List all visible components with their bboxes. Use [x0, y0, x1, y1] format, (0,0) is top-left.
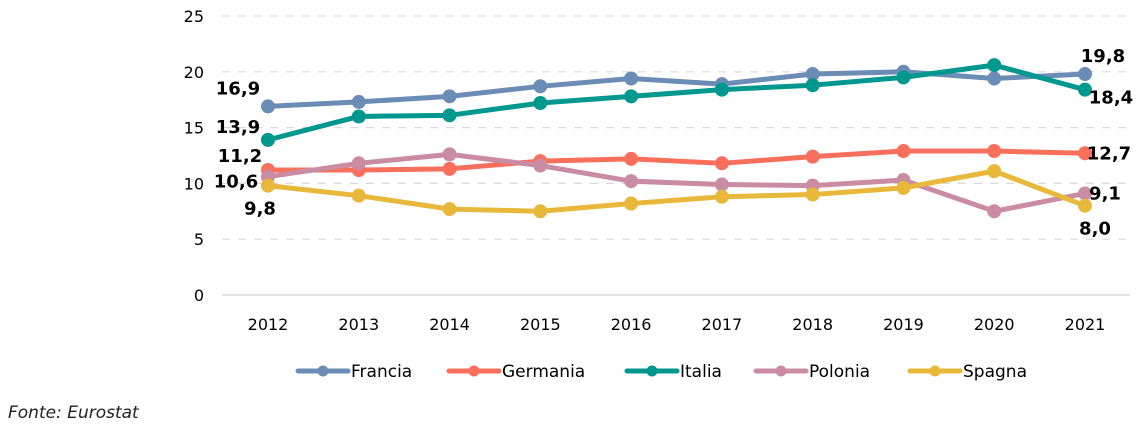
y-tick-label: 15 [184, 119, 204, 138]
legend-label: Polonia [809, 362, 870, 382]
legend-label: Italia [680, 362, 722, 382]
data-point [261, 178, 275, 193]
data-point [351, 156, 366, 171]
data-point [896, 144, 911, 159]
data-label: 19,8 [1081, 46, 1125, 67]
legend-marker [775, 365, 787, 377]
data-point [533, 204, 548, 219]
data-point [351, 94, 366, 109]
legend-item: Italia [624, 362, 722, 382]
series-francia [261, 64, 1092, 114]
data-point [1078, 82, 1092, 97]
data-label: 9,8 [244, 199, 276, 220]
data-point [261, 99, 275, 114]
data-point [624, 196, 639, 211]
series-italia [261, 58, 1092, 147]
x-tick-label: 2018 [792, 315, 833, 334]
series-line [267, 62, 1086, 143]
data-point [987, 71, 1002, 86]
series-line [268, 148, 1086, 173]
data-label: 11,2 [218, 146, 262, 167]
series-spagna [261, 164, 1092, 219]
data-point [805, 67, 820, 82]
legend-item: Spagna [907, 362, 1027, 382]
data-point [714, 82, 729, 97]
legend-item: Germania [446, 362, 585, 382]
legend-item: Francia [295, 362, 412, 382]
data-label: 8,0 [1079, 219, 1111, 240]
y-tick-label: 20 [184, 63, 204, 82]
data-point [714, 189, 729, 204]
y-tick-label: 5 [194, 230, 204, 249]
data-point [351, 109, 366, 124]
data-point [1078, 146, 1092, 161]
data-point [442, 147, 457, 162]
legend-label: Spagna [963, 362, 1027, 382]
legend-label: Germania [502, 362, 585, 382]
legend-item: Polonia [753, 362, 870, 382]
data-point [624, 174, 639, 189]
data-point [987, 204, 1002, 219]
data-point [533, 79, 548, 94]
x-tick-label: 2017 [702, 315, 743, 334]
legend-marker [468, 365, 480, 377]
legend-label: Francia [351, 362, 412, 382]
data-point [624, 71, 639, 86]
x-tick-label: 2020 [974, 315, 1015, 334]
data-label: 18,4 [1089, 88, 1133, 109]
data-labels: 16,9 19,8 11,2 12,7 13,9 18,4 10,6 9,1 9,8 8,0 [214, 46, 1133, 240]
data-label: 13,9 [216, 117, 260, 138]
data-point [896, 180, 911, 195]
data-point [805, 187, 820, 202]
data-point [533, 158, 548, 173]
data-label: 16,9 [216, 78, 260, 99]
x-tick-label: 2012 [248, 315, 289, 334]
data-point [987, 164, 1002, 179]
data-point [261, 132, 275, 147]
x-tick-label: 2016 [611, 315, 652, 334]
legend-marker [317, 365, 329, 377]
data-point [442, 202, 457, 217]
x-tick-label: 2013 [338, 315, 379, 334]
data-point [1078, 198, 1092, 213]
data-label: 10,6 [214, 172, 258, 193]
data-point [805, 78, 820, 93]
series-line [267, 151, 1086, 214]
data-point [1078, 186, 1092, 201]
data-point [896, 70, 911, 85]
series-germania [261, 144, 1092, 178]
data-point [624, 151, 639, 166]
series-lines [261, 58, 1092, 219]
data-point [442, 108, 457, 123]
series-line [267, 69, 1086, 109]
x-tick-label: 2019 [883, 315, 924, 334]
data-point [1078, 67, 1092, 82]
data-point [624, 89, 639, 104]
x-axis: 2012 2013 2014 2015 2016 2017 2018 2019 2020 2021 [248, 315, 1106, 334]
data-point [533, 96, 548, 111]
data-point [714, 177, 729, 192]
data-point [351, 188, 366, 203]
y-tick-label: 0 [194, 286, 204, 305]
series-line [267, 168, 1086, 214]
data-label: 9,1 [1089, 183, 1121, 204]
legend-marker [929, 365, 941, 377]
data-point [987, 58, 1002, 73]
data-point [805, 149, 820, 164]
source-note: Fonte: Eurostat [8, 403, 139, 423]
data-label: 12,7 [1087, 143, 1131, 164]
data-point [442, 161, 457, 176]
data-point [714, 156, 729, 171]
y-tick-label: 10 [184, 174, 204, 193]
data-point [987, 144, 1002, 159]
legend: Francia Germania Italia Polonia Spagna [295, 362, 1027, 382]
legend-marker [646, 365, 658, 377]
x-tick-label: 2015 [520, 315, 561, 334]
x-tick-label: 2021 [1065, 315, 1106, 334]
y-tick-label: 25 [184, 7, 204, 26]
x-tick-label: 2014 [429, 315, 470, 334]
data-point [442, 89, 457, 104]
y-axis: 0 5 10 15 20 25 [184, 7, 204, 305]
